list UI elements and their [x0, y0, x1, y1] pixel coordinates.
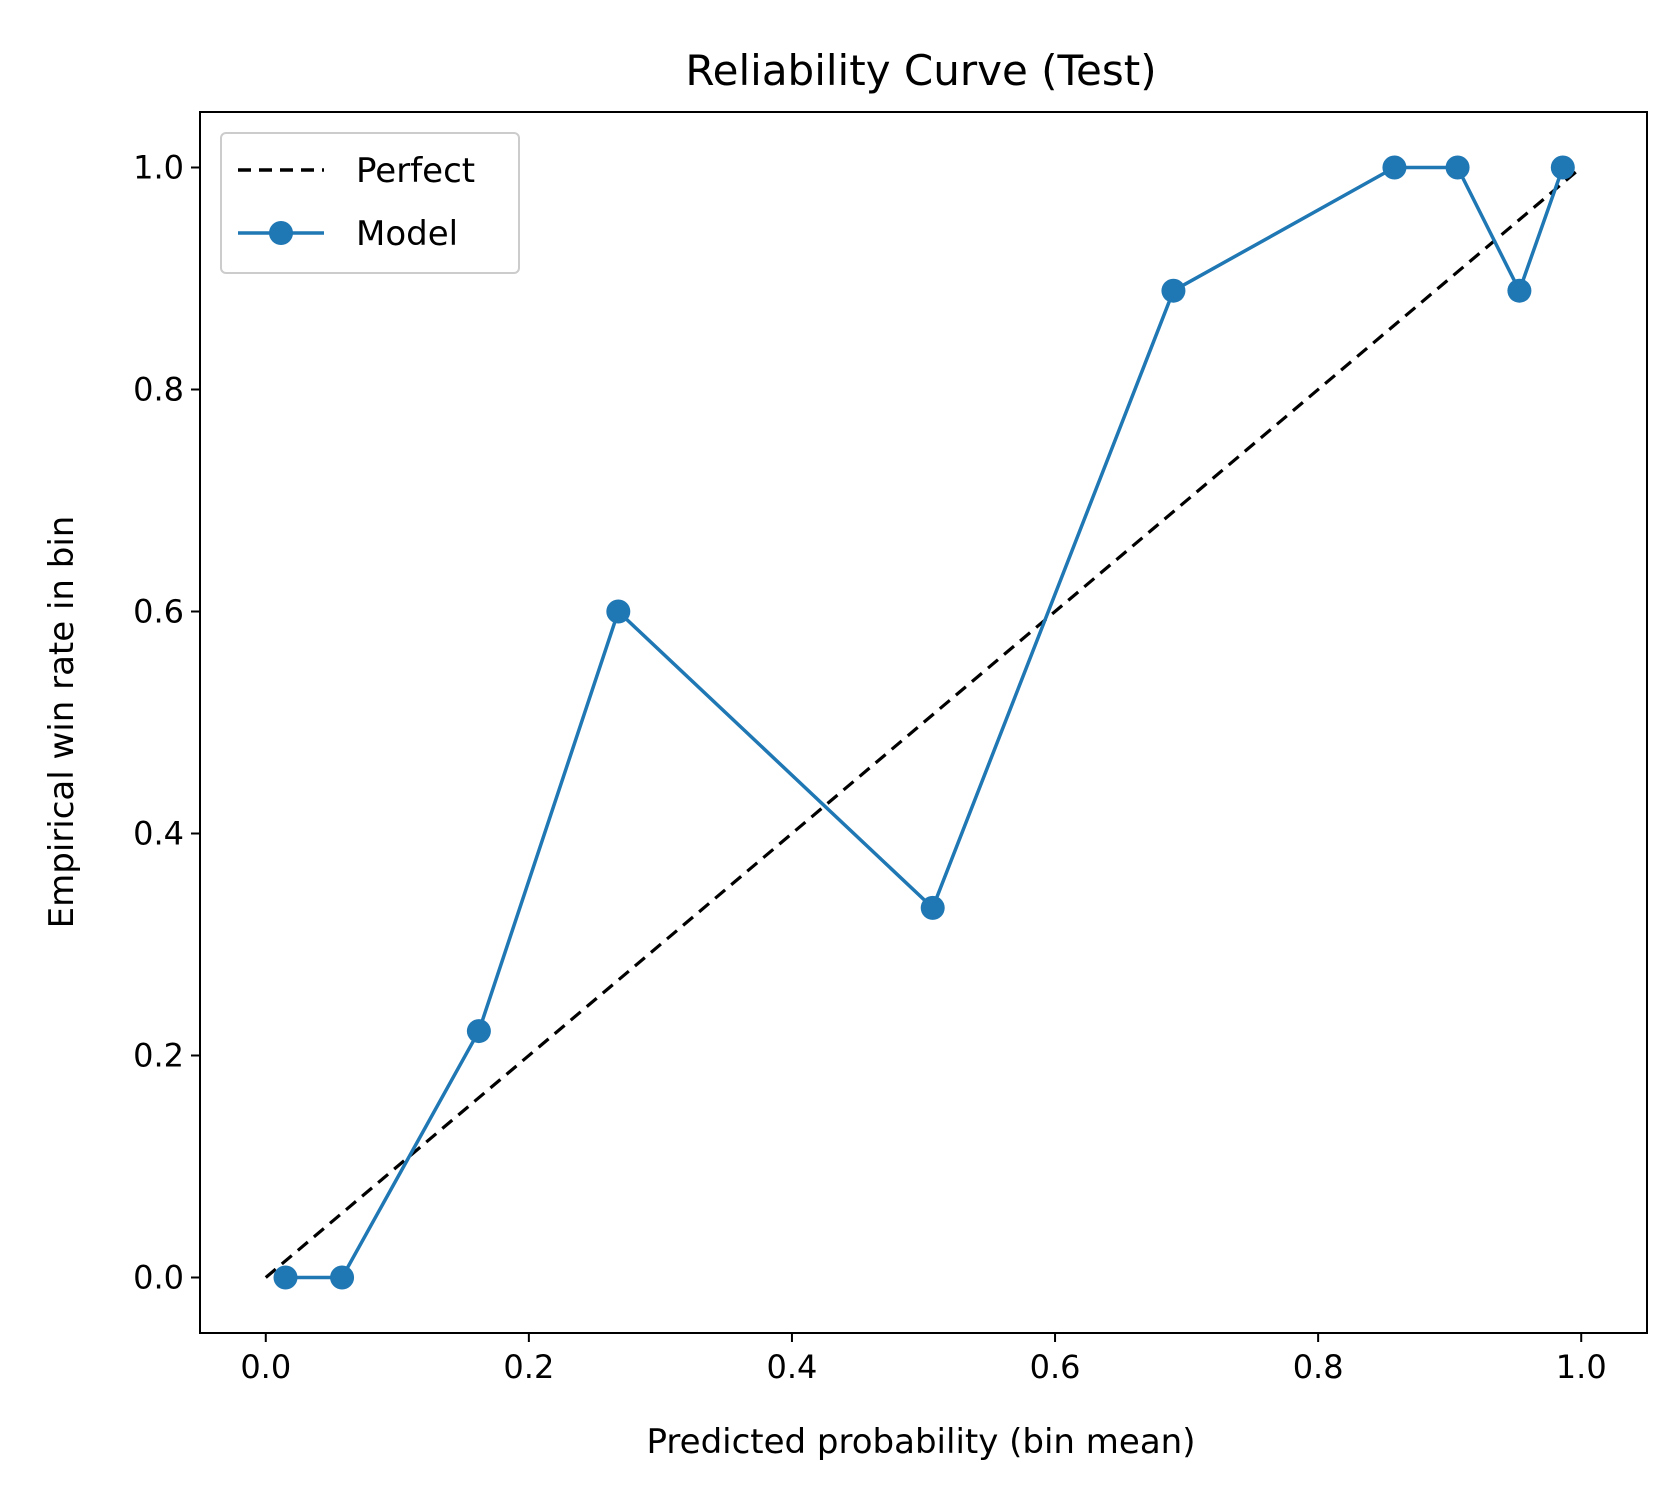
- x-tick-label: 0.6: [1030, 1348, 1081, 1386]
- x-axis-label: Predicted probability (bin mean): [647, 1422, 1196, 1462]
- data-point-model: [1445, 155, 1470, 180]
- y-tick-label: 0.6: [133, 593, 184, 631]
- y-tick-label: 0.0: [133, 1259, 184, 1297]
- y-tick-label: 1.0: [133, 149, 184, 187]
- data-point-model: [1161, 278, 1186, 303]
- data-point-model: [273, 1265, 298, 1290]
- plot-area: 0.0 0.2 0.4 0.6 0.8 1.0 0.0 0.2 0.4 0.6 0.8 1.0: [133, 111, 1648, 1386]
- x-tick-label: 0.8: [1293, 1348, 1344, 1386]
- data-point-model: [1550, 155, 1575, 180]
- series-line-perfect: [264, 166, 1583, 1279]
- y-tick-label: 0.2: [133, 1037, 184, 1075]
- y-tick-label: 0.8: [133, 371, 184, 409]
- data-point-model: [466, 1019, 491, 1044]
- x-tick-label: 0.2: [503, 1348, 554, 1386]
- axes-frame: [199, 111, 1648, 1334]
- legend-label-perfect: Perfect: [356, 151, 475, 191]
- x-tick-label: 0.4: [767, 1348, 818, 1386]
- legend: Perfect Model: [220, 132, 520, 274]
- data-point-model: [1382, 155, 1407, 180]
- data-point-model: [330, 1265, 355, 1290]
- legend-box: [220, 132, 520, 274]
- data-point-model: [920, 895, 945, 920]
- y-tick-label: 0.4: [133, 815, 184, 853]
- data-point-model: [1507, 278, 1532, 303]
- y-axis-label: Empirical win rate in bin: [42, 516, 82, 929]
- chart-title: Reliability Curve (Test): [685, 46, 1156, 95]
- x-tick-label: 0.0: [240, 1348, 291, 1386]
- legend-marker-model: [269, 221, 293, 245]
- series-line-model: [285, 165, 1565, 1280]
- legend-label-model: Model: [356, 214, 458, 254]
- data-point-model: [606, 599, 631, 624]
- x-tick-label: 1.0: [1556, 1348, 1607, 1386]
